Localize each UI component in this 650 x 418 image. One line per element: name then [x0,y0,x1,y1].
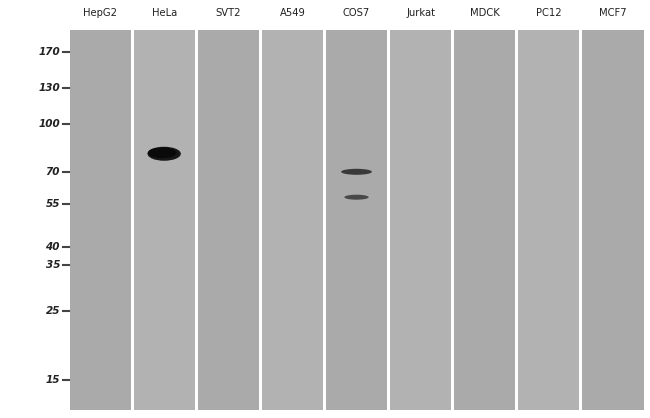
Ellipse shape [341,169,372,175]
Bar [198,30,259,410]
Text: HepG2: HepG2 [83,8,117,18]
Text: MDCK: MDCK [470,8,500,18]
Text: 35: 35 [46,260,60,270]
Text: 55: 55 [46,199,60,209]
Ellipse shape [148,147,181,161]
Text: MCF7: MCF7 [599,8,627,18]
Bar [326,30,387,410]
Text: 130: 130 [38,83,60,93]
Bar [70,30,131,410]
Text: A549: A549 [280,8,306,18]
Text: 15: 15 [46,375,60,385]
Text: SVT2: SVT2 [216,8,241,18]
Text: 25: 25 [46,306,60,316]
Bar [390,30,451,410]
Text: HeLa: HeLa [151,8,177,18]
Ellipse shape [148,147,177,158]
Text: 40: 40 [46,242,60,252]
Text: PC12: PC12 [536,8,562,18]
Text: Jurkat: Jurkat [406,8,435,18]
Bar [262,30,323,410]
Text: 100: 100 [38,119,60,129]
Text: 170: 170 [38,47,60,57]
Ellipse shape [344,195,369,200]
Bar [134,30,195,410]
Bar [454,30,515,410]
Text: COS7: COS7 [343,8,370,18]
Bar [518,30,579,410]
Bar [582,30,644,410]
Text: 70: 70 [46,167,60,177]
